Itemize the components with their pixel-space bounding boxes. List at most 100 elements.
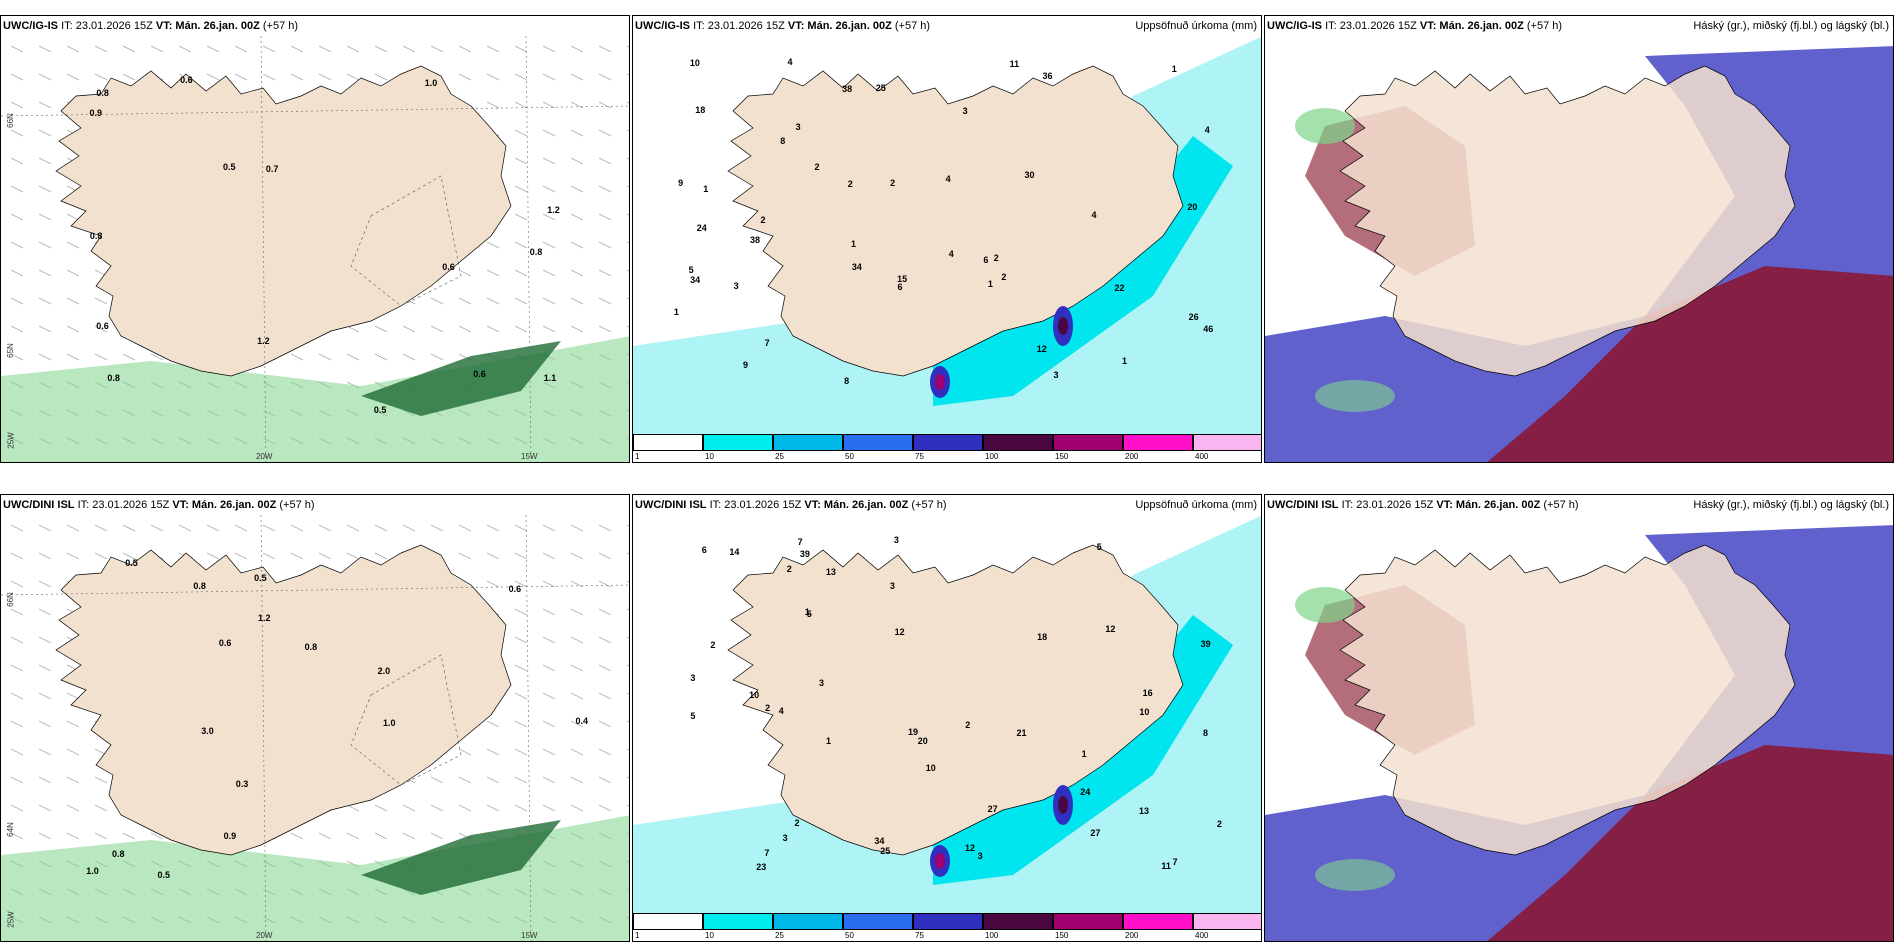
value-label: 0.8 [304, 642, 318, 653]
value-label: 1 [1081, 749, 1087, 760]
value-label: 25 [880, 846, 891, 857]
value-label: 2 [765, 702, 771, 713]
lead-time: (+57 h) [1526, 20, 1563, 32]
value-label: 3 [893, 535, 899, 546]
value-label: 46 [1203, 324, 1214, 334]
value-label: 34 [690, 275, 701, 286]
init-time: IT: 23.01.2026 15Z [709, 499, 802, 511]
panel-title: Háský (gr.), miðský (fj.bl.) og lágský (… [1693, 499, 1889, 511]
init-time: IT: 23.01.2026 15Z [1341, 499, 1434, 511]
high-cloud-area [1487, 266, 1893, 462]
map-canvas [1, 16, 629, 462]
value-label: 36 [1042, 70, 1053, 81]
colorbar-swatch [633, 913, 703, 930]
colorbar-tick: 25 [775, 931, 784, 940]
latitude-label: 64N [5, 822, 15, 837]
value-label: 10 [689, 58, 700, 69]
colorbar-swatch [703, 434, 773, 451]
value-label: 10 [1139, 707, 1150, 718]
value-label: 0.3 [235, 778, 249, 789]
panel-title: Uppsöfnuð úrkoma (mm) [1135, 499, 1257, 511]
value-label: 2 [710, 639, 716, 650]
value-label: 14 [729, 547, 740, 558]
iceland-outline [1339, 544, 1796, 856]
longitude-label: 20W [256, 931, 273, 940]
panel-title: Háský (gr.), miðský (fj.bl.) og lágský (… [1693, 20, 1889, 32]
panel-header: UWC/IG-IS IT: 23.01.2026 15Z VT: Mán. 26… [1267, 20, 1562, 32]
hatch-area [350, 654, 462, 786]
value-label: 3 [818, 678, 824, 689]
value-label: 9 [742, 360, 748, 371]
valid-time: Mán. 26.jan. 00Z [175, 20, 260, 32]
model-name: UWC/IG-IS [1267, 20, 1322, 32]
value-label: 3.0 [201, 726, 214, 737]
value-label: 18 [695, 105, 706, 116]
value-label: 0.8 [107, 373, 120, 384]
lead-time: (+57 h) [279, 499, 315, 511]
value-label: 1 [673, 306, 679, 317]
value-label: 6 [701, 545, 707, 556]
lead-time: (+57 h) [262, 20, 299, 32]
low-cloud-patch [1315, 380, 1395, 412]
value-label: 5 [806, 609, 812, 620]
value-label: 2 [1001, 272, 1007, 283]
colorbar-swatch [1193, 913, 1261, 930]
latitude-label: 25W [6, 432, 16, 449]
panel-uwc-dini-wind: UWC/DINI ISL IT: 23.01.2026 15Z VT: Mán.… [0, 494, 630, 942]
value-label: 34 [874, 835, 885, 846]
colorbar-tick: 100 [985, 931, 999, 940]
value-label: 0.7 [265, 164, 279, 175]
colorbar-swatch [1123, 434, 1193, 451]
colorbar-swatch [913, 913, 983, 930]
value-label: 1 [1171, 63, 1177, 74]
map-canvas [633, 495, 1261, 941]
value-label: 0.5 [254, 573, 267, 584]
value-label: 12 [1105, 624, 1116, 635]
value-label: 10 [925, 763, 936, 774]
colorbar-swatch [773, 434, 843, 451]
valid-label: VT: [1436, 499, 1453, 511]
low-cloud-patch [1295, 587, 1355, 623]
value-label: 1.0 [86, 866, 99, 877]
value-label: 7 [764, 337, 770, 348]
value-label: 24 [1080, 786, 1091, 797]
value-label: 6 [897, 281, 903, 292]
value-label: 12 [1036, 343, 1047, 354]
value-label: 0.6 [442, 262, 455, 273]
value-label: 3 [733, 280, 739, 291]
init-time: IT: 23.01.2026 15Z [61, 20, 153, 32]
colorbar-tick: 1 [635, 931, 640, 940]
longitude-label: 15W [521, 931, 538, 940]
value-label: 1 [1122, 356, 1128, 367]
colorbar-tick: 10 [705, 931, 714, 940]
value-label: 18 [1037, 632, 1048, 643]
value-label: 25 [875, 82, 886, 93]
value-label: 23 [756, 862, 767, 873]
valid-label: VT: [172, 499, 189, 511]
low-cloud-patch [1315, 859, 1395, 891]
panel-header: UWC/DINI ISL IT: 23.01.2026 15Z VT: Mán.… [1267, 499, 1579, 511]
iceland-outline [727, 544, 1184, 856]
value-label: 0.6 [473, 368, 486, 379]
value-label: 0.5 [125, 558, 138, 569]
init-time: IT: 23.01.2026 15Z [77, 499, 170, 511]
value-label: 27 [1090, 827, 1101, 838]
valid-time: Mán. 26.jan. 00Z [1455, 499, 1541, 511]
panel-title: Uppsöfnuð úrkoma (mm) [1135, 20, 1257, 32]
value-label: 1 [851, 238, 857, 249]
colorbar-tick: 400 [1195, 931, 1209, 940]
value-label: 0.6 [180, 74, 193, 85]
colorbar-tick: 75 [915, 452, 924, 461]
value-label: 1 [987, 278, 993, 289]
value-label: 6 [983, 255, 989, 265]
value-label: 0.8 [529, 247, 543, 258]
value-label: 3 [795, 121, 801, 132]
value-label: 0.4 [575, 715, 588, 726]
value-label: 19 [908, 727, 919, 738]
value-label: 5 [690, 710, 696, 721]
colorbar-swatch [1053, 913, 1123, 930]
value-label: 0.8 [111, 848, 125, 859]
value-label: 4 [778, 706, 784, 717]
colorbar: 1 10 25 50 75 100 150 200 400 [633, 432, 1261, 462]
value-label: 1 [703, 184, 709, 195]
